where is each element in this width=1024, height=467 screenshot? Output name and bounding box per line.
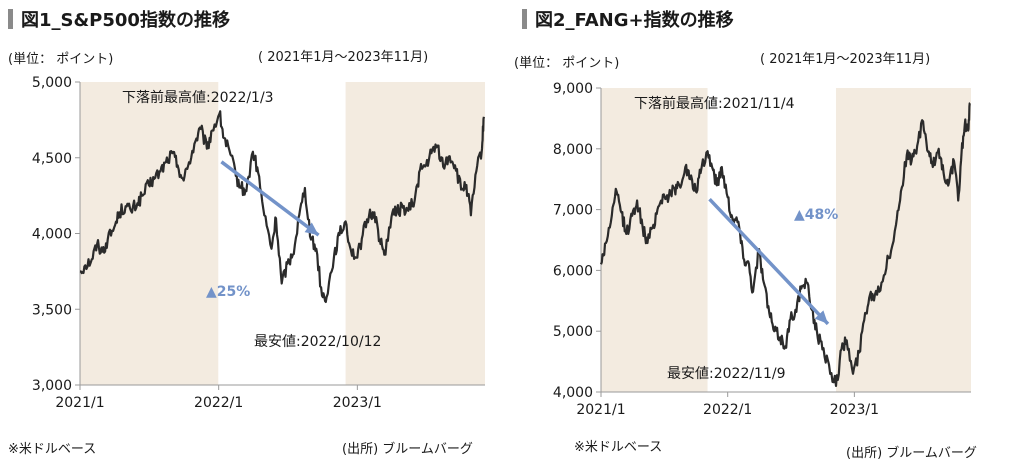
- period-label: ( 2021年1月～2023年11月): [258, 50, 429, 65]
- decline-arrow-shaft: [708, 198, 830, 326]
- decline-percent-label: ▲48%: [794, 207, 838, 223]
- y-tick-label: 9,000: [553, 81, 593, 97]
- chart-panel-sp500: 図1_S&P500指数の推移 (単位： ポイント) ( 2021年1月～2023…: [8, 6, 485, 457]
- y-tick-label: 4,000: [553, 385, 593, 401]
- source-label: (出所) ブルームバーグ: [342, 442, 473, 457]
- chart-panel-fang: 図2_FANG+指数の推移 (単位： ポイント) ( 2021年1月～2023年…: [512, 0, 1024, 467]
- y-tick-label: 4,000: [32, 227, 72, 243]
- shaded-period-0: [601, 88, 708, 392]
- y-tick-label: 6,000: [553, 263, 593, 279]
- y-tick-label: 5,000: [32, 75, 72, 91]
- chart-title: 図2_FANG+指数の推移: [522, 6, 734, 32]
- currency-note: ※米ドルベース: [574, 440, 663, 455]
- peak-annotation: 下落前最高値:2021/11/4: [634, 95, 795, 112]
- trough-annotation: 最安値:2022/10/12: [254, 334, 381, 350]
- y-tick-label: 5,000: [553, 324, 593, 340]
- x-tick-label: 2021/1: [576, 402, 625, 418]
- chart-title: 図1_S&P500指数の推移: [8, 6, 230, 32]
- shaded-period-0: [80, 82, 219, 385]
- y-tick-label: 8,000: [553, 142, 593, 158]
- decline-arrow-head: [304, 222, 319, 236]
- unit-label: (単位： ポイント): [514, 56, 620, 71]
- decline-percent-label: ▲25%: [206, 284, 250, 300]
- source-label: (出所) ブルームバーグ: [846, 446, 977, 461]
- decline-arrow-head: [814, 310, 828, 324]
- x-tick-label: 2023/1: [333, 395, 382, 411]
- shaded-period-1: [345, 82, 485, 385]
- chart-title-text: 図2_FANG+指数の推移: [535, 10, 734, 31]
- currency-note: ※米ドルベース: [8, 442, 97, 457]
- y-tick-label: 3,000: [32, 378, 72, 394]
- period-label: ( 2021年1月～2023年11月): [760, 52, 931, 67]
- x-tick-label: 2022/1: [194, 395, 243, 411]
- x-tick-label: 2022/1: [703, 402, 752, 418]
- shaded-period-1: [835, 88, 971, 392]
- peak-annotation: 下落前最高値:2022/1/3: [122, 89, 274, 106]
- y-tick-label: 3,500: [32, 302, 72, 318]
- x-tick-label: 2021/1: [55, 395, 104, 411]
- x-tick-label: 2023/1: [830, 402, 879, 418]
- title-accent-bar: [522, 9, 527, 29]
- index-series-line: [599, 102, 971, 387]
- unit-label: (単位： ポイント): [8, 52, 114, 67]
- sp500-line-chart: 3,000 3,500 4,000 4,500 5,000 2021/1 2022/1 202…: [32, 75, 485, 411]
- trough-annotation: 最安値:2022/11/9: [667, 366, 786, 382]
- title-accent-bar: [8, 9, 13, 29]
- index-series-line: [79, 110, 485, 303]
- y-tick-label: 7,000: [553, 203, 593, 219]
- decline-arrow-shaft: [220, 160, 320, 237]
- y-tick-label: 4,500: [32, 151, 72, 167]
- chart-title-text: 図1_S&P500指数の推移: [21, 10, 230, 31]
- fang-line-chart: 4,000 5,000 6,000 7,000 8,000 9,000 2021/1 2022…: [553, 81, 971, 418]
